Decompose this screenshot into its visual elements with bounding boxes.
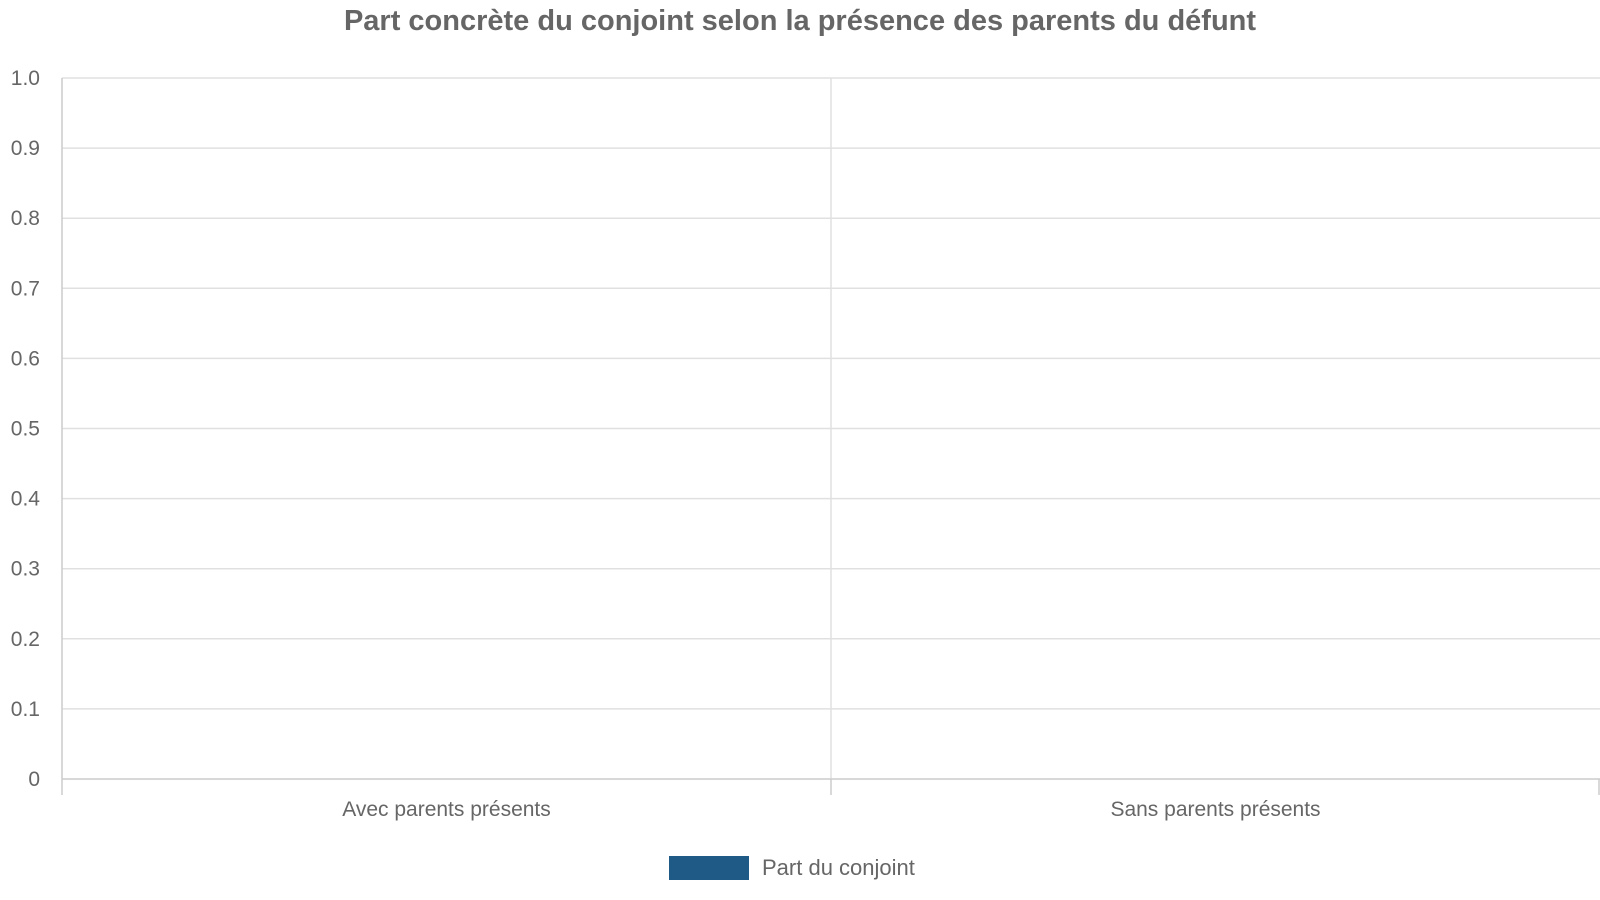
y-tick-label: 0.3: [11, 558, 40, 581]
axes: [61, 78, 1600, 795]
legend-label: Part du conjoint: [762, 855, 915, 880]
y-tick-label: 0.1: [11, 698, 40, 721]
y-tick-labels: 0 0.1 0.2 0.3 0.4 0.5 0.6 0.7 0.8 0.9 1.0: [11, 67, 41, 791]
y-tick-label: 0.5: [11, 418, 40, 441]
y-tick-label: 0.4: [11, 488, 41, 511]
y-tick-label: 0.9: [11, 137, 40, 160]
chart-title: Part concrète du conjoint selon la prése…: [344, 5, 1256, 37]
legend-swatch: [669, 856, 749, 880]
y-tick-label: 0.6: [11, 347, 40, 370]
category-labels: Avec parents présents Sans parents présen…: [342, 798, 1320, 821]
y-tick-label: 0.7: [11, 277, 40, 300]
y-tick-label: 1.0: [11, 67, 40, 90]
y-tick-label: 0.8: [11, 207, 40, 230]
y-tick-label: 0.2: [11, 628, 40, 651]
x-category-label: Avec parents présents: [342, 798, 551, 821]
legend: Part du conjoint: [669, 855, 915, 880]
grid-lines: [62, 77, 1600, 779]
x-category-label: Sans parents présents: [1110, 798, 1320, 821]
y-tick-label: 0: [28, 768, 40, 791]
